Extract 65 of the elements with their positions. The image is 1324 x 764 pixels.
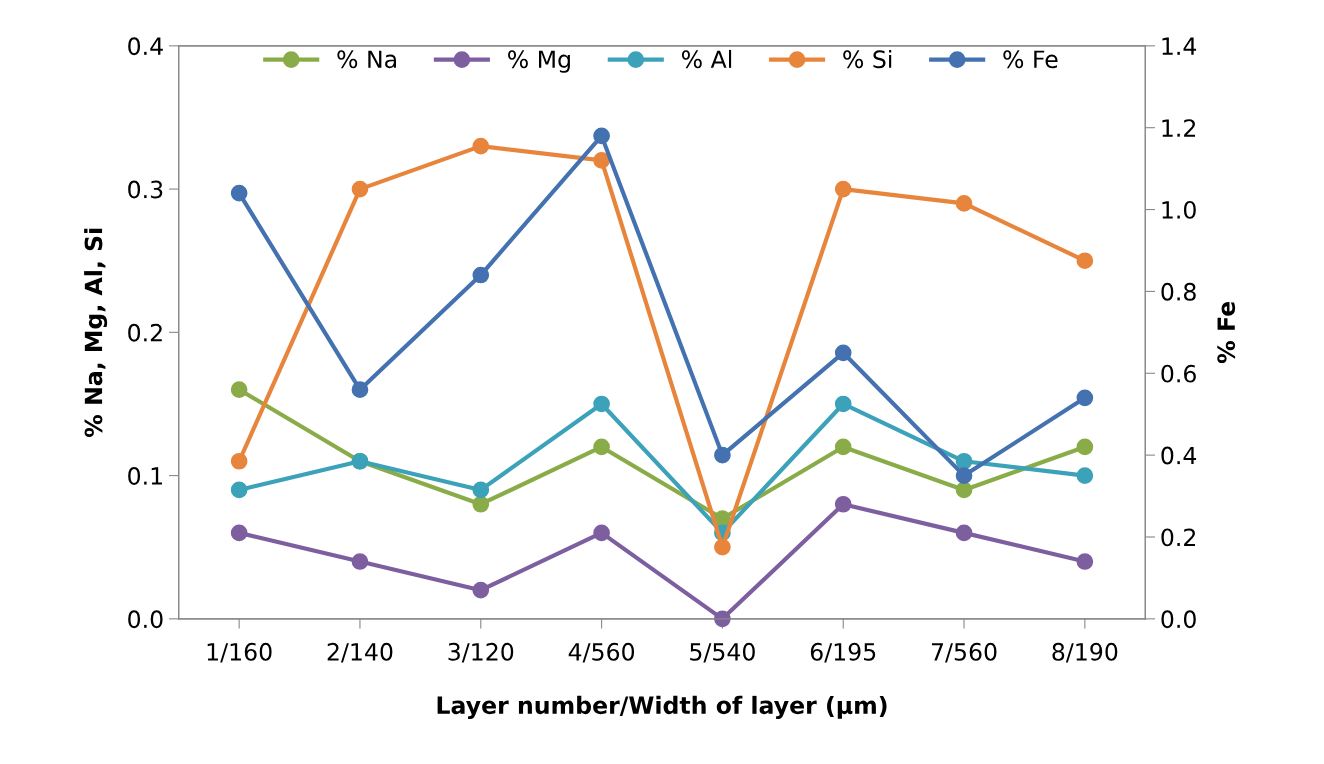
point <box>955 524 973 542</box>
point <box>834 344 852 362</box>
point <box>1076 553 1094 570</box>
y2-tick-label: 1.0 <box>1162 201 1196 219</box>
point <box>230 452 248 470</box>
y-tick-label: 0.0 <box>128 610 163 629</box>
point <box>714 446 731 464</box>
y2-tick-label: 0.0 <box>1161 610 1196 629</box>
point <box>593 152 610 169</box>
point <box>834 180 852 198</box>
y2-tick-label: 1.4 <box>1162 37 1197 55</box>
point <box>955 467 973 484</box>
point <box>472 137 490 155</box>
y-tick-label: 0.3 <box>128 180 163 199</box>
x-tick-label: 5/540 <box>690 642 755 663</box>
x-axis-title: Layer number/Width of layer (µm) <box>437 695 887 719</box>
point <box>472 266 490 284</box>
point <box>351 553 369 570</box>
point <box>714 538 731 556</box>
point <box>1076 438 1094 456</box>
point <box>955 481 973 499</box>
point <box>472 495 490 513</box>
point <box>230 184 248 202</box>
legend-label: % Si <box>843 49 892 69</box>
point <box>351 381 369 398</box>
point <box>1076 389 1094 407</box>
x-tick-label: 6/195 <box>810 642 876 663</box>
point <box>955 195 973 212</box>
y-tick-label: 0.4 <box>128 37 163 56</box>
point <box>955 452 973 470</box>
point <box>351 180 369 198</box>
point <box>230 524 248 542</box>
point <box>834 495 852 513</box>
point <box>1076 467 1094 484</box>
x-tick-label: 4/560 <box>568 642 635 663</box>
y2-tick-label: 0.2 <box>1161 528 1196 547</box>
y-axis-title: % Na, Mg, Al, Si <box>84 228 108 438</box>
point <box>593 524 610 542</box>
point <box>834 438 852 456</box>
y2-axis-title: % Fe <box>1217 301 1236 364</box>
y2-tick-label: 0.6 <box>1161 364 1196 383</box>
point <box>593 127 610 145</box>
point <box>834 395 852 413</box>
point <box>472 581 490 599</box>
point <box>230 481 248 499</box>
x-tick-label: 1/160 <box>207 642 272 663</box>
x-tick-label: 8/190 <box>1052 642 1118 663</box>
legend-label: % Fe <box>1003 50 1058 69</box>
y2-tick-label: 0.8 <box>1161 282 1196 301</box>
point <box>230 381 248 398</box>
point <box>593 395 610 413</box>
point <box>593 438 610 456</box>
point <box>1076 252 1094 270</box>
point <box>714 610 731 628</box>
x-tick-label: 7/560 <box>931 642 997 663</box>
x-tick-label: 3/120 <box>448 642 514 663</box>
legend-label: % Mg <box>508 50 570 73</box>
legend-label: % Na <box>337 50 396 69</box>
y2-tick-label: 0.4 <box>1161 446 1197 465</box>
y-tick-label: 0.2 <box>128 323 162 342</box>
point <box>472 481 490 499</box>
x-tick-label: 2/140 <box>327 642 393 663</box>
y2-tick-label: 1.2 <box>1162 119 1196 137</box>
legend-label: % Al <box>681 49 732 69</box>
y-tick-label: 0.1 <box>128 467 162 485</box>
